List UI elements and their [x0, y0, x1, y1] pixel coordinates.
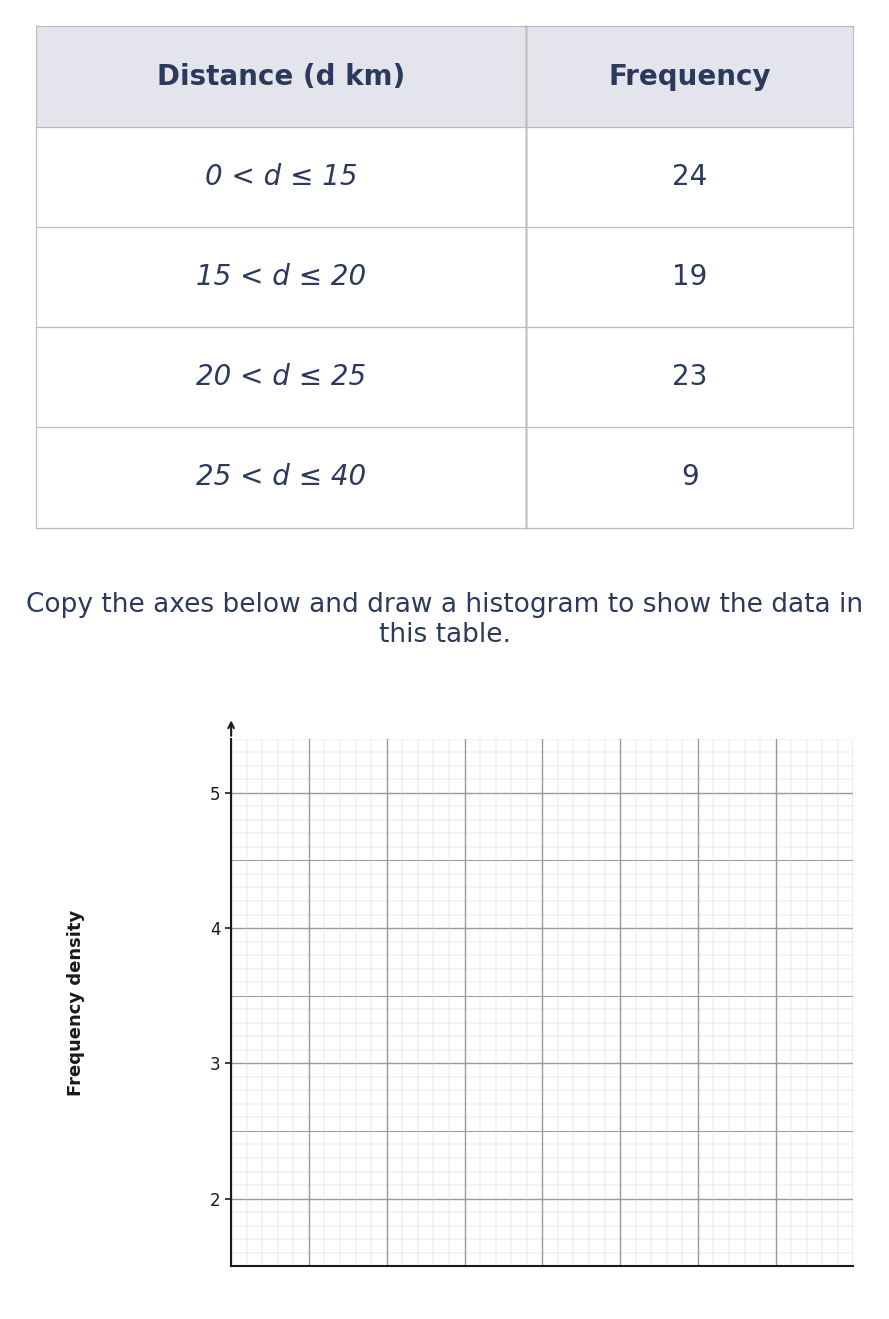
Text: 25 < d ≤ 40: 25 < d ≤ 40 [196, 463, 366, 492]
Text: 15 < d ≤ 20: 15 < d ≤ 20 [196, 262, 366, 291]
Bar [526, 427, 853, 528]
Text: 24: 24 [672, 162, 708, 191]
Bar [36, 127, 526, 227]
Text: Frequency: Frequency [609, 62, 771, 91]
Bar [36, 227, 526, 327]
Text: 23: 23 [672, 363, 708, 392]
Text: Copy the axes below and draw a histogram to show the data in this table.: Copy the axes below and draw a histogram… [26, 592, 863, 648]
Bar [526, 327, 853, 427]
Bar [526, 127, 853, 227]
Text: 0 < d ≤ 15: 0 < d ≤ 15 [204, 162, 357, 191]
Bar [36, 327, 526, 427]
Bar [526, 227, 853, 327]
Text: 9: 9 [681, 463, 699, 492]
Text: 20 < d ≤ 25: 20 < d ≤ 25 [196, 363, 366, 392]
Text: Distance (d km): Distance (d km) [156, 62, 405, 91]
Text: Frequency density: Frequency density [67, 909, 84, 1096]
Bar [36, 427, 526, 528]
Text: 19: 19 [672, 262, 708, 291]
Bar [36, 26, 526, 127]
Bar [526, 26, 853, 127]
